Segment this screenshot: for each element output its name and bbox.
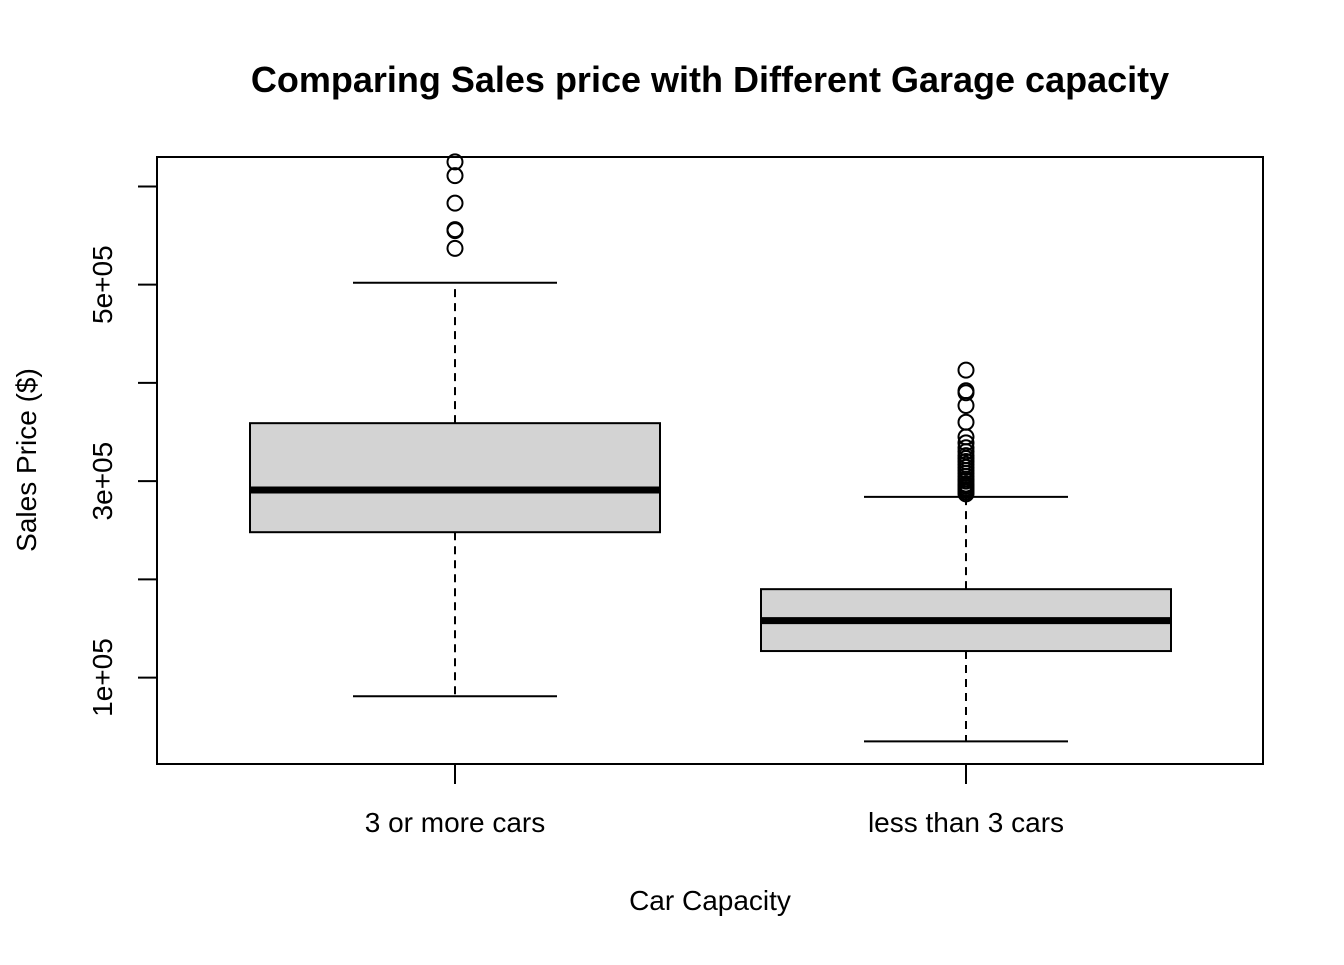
outlier-point [446,239,464,257]
box-iqr [249,422,661,534]
outlier-point [957,382,975,400]
y-axis-label: Sales Price ($) [11,368,42,552]
outlier-point [957,413,975,431]
x-axis-label: Car Capacity [629,885,791,916]
x-axis-tick-label: less than 3 cars [868,807,1064,838]
outlier-point [446,194,464,212]
y-axis-tick-label: 5e+05 [87,245,118,324]
y-axis-tick-label: 3e+05 [87,442,118,521]
chart-marks: 1e+05 3e+05 5e+05 3 or more cars less than 3… [87,153,1172,838]
outlier-point [446,167,464,185]
outlier-point [957,439,975,457]
outlier-point [446,153,464,171]
x-axis-tick-label: 3 or more cars [365,807,546,838]
outlier-point [957,434,975,452]
plot-frame [156,156,1264,765]
chart-title: Comparing Sales price with Different Gar… [251,59,1169,100]
outlier-point [446,221,464,239]
outlier-point [957,361,975,379]
y-axis-tick-label: 1e+05 [87,638,118,717]
